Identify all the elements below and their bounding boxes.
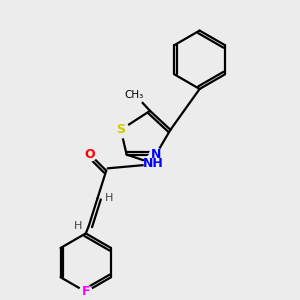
Circle shape	[104, 193, 114, 204]
Circle shape	[112, 122, 129, 138]
Circle shape	[149, 148, 162, 161]
Text: F: F	[82, 285, 90, 298]
Text: H: H	[105, 194, 113, 203]
Circle shape	[72, 221, 83, 231]
Circle shape	[144, 154, 162, 172]
Text: H: H	[74, 221, 82, 231]
Circle shape	[84, 148, 97, 161]
Text: O: O	[85, 148, 95, 161]
Text: CH₃: CH₃	[124, 90, 144, 100]
Circle shape	[124, 85, 144, 105]
Text: NH: NH	[142, 157, 163, 170]
Text: S: S	[116, 123, 125, 136]
Circle shape	[80, 285, 92, 298]
Text: N: N	[151, 148, 161, 161]
